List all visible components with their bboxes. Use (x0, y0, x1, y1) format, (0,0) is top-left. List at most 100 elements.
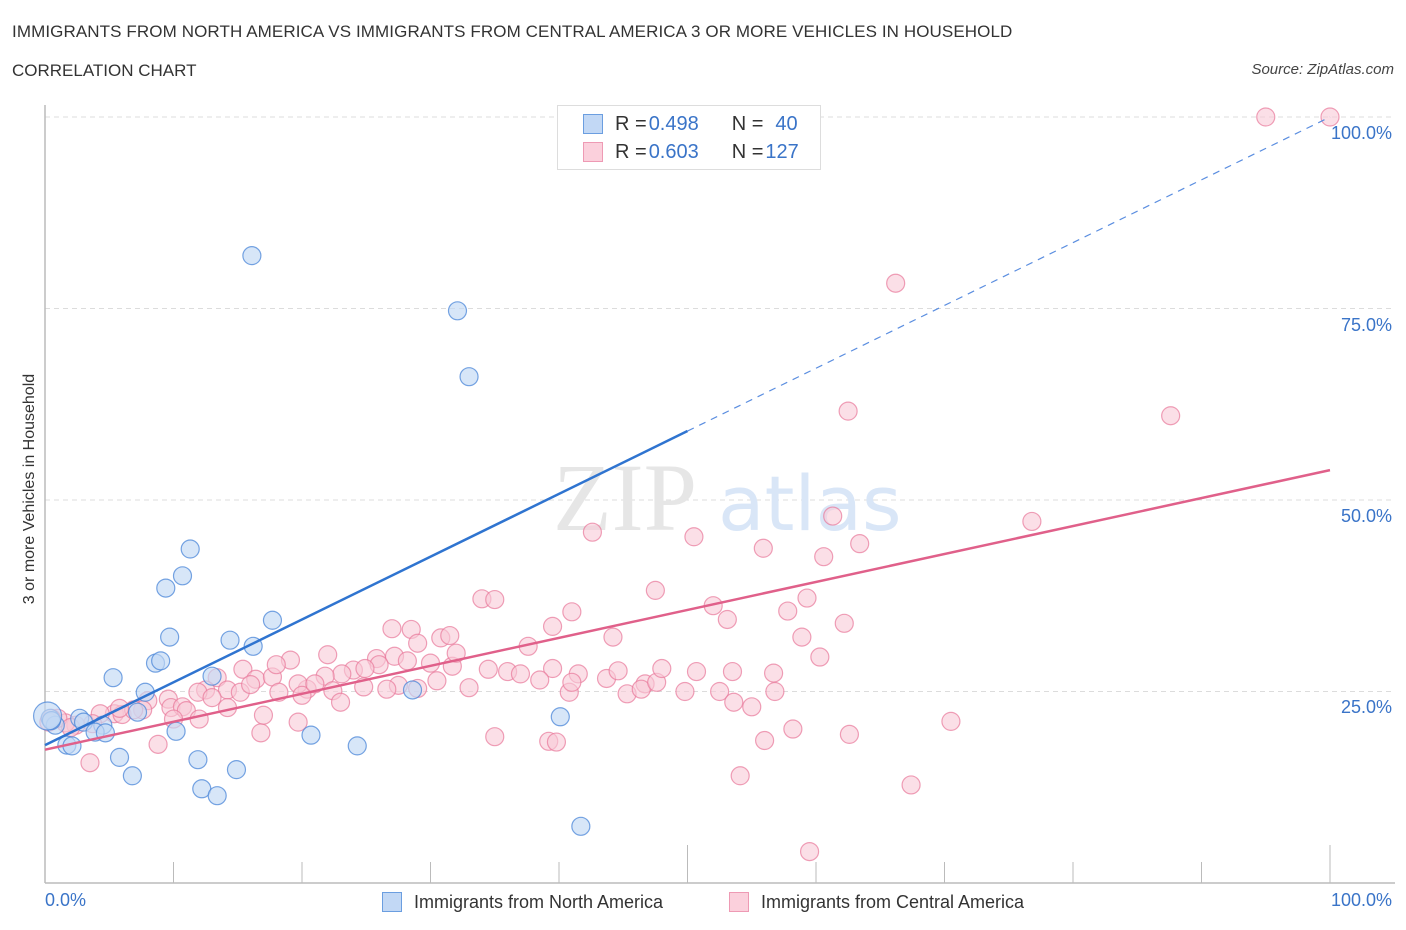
legend-item-north-america[interactable]: Immigrants from North America (382, 890, 663, 914)
data-point-central-america (839, 724, 860, 744)
data-point-north-america (550, 707, 570, 727)
data-point-central-america (427, 671, 447, 691)
data-point-central-america (765, 681, 785, 702)
legend-label-central-america: Immigrants from Central America (761, 891, 1025, 912)
data-point-central-america (382, 619, 402, 639)
data-point-central-america (886, 273, 906, 293)
data-point-central-america (730, 766, 750, 786)
data-point-central-america (850, 534, 870, 554)
watermark-atlas: atlas (718, 459, 902, 548)
data-point-central-america (253, 705, 274, 725)
y-axis-label: 3 or more Vehicles in Household (21, 373, 38, 605)
data-point-north-america (127, 702, 148, 722)
data-point-central-america (446, 643, 466, 663)
data-point-central-america (722, 661, 743, 682)
data-point-central-america (778, 601, 798, 621)
data-point-central-america (686, 661, 707, 682)
data-point-north-america (202, 666, 222, 686)
series-central-america (39, 107, 1340, 862)
data-point-central-america (1256, 107, 1276, 127)
data-point-north-america (122, 766, 142, 786)
data-point-central-america (355, 658, 375, 679)
data-point-central-america (562, 672, 582, 692)
data-point-central-america (582, 522, 603, 542)
r-value: 0.603 (648, 140, 699, 163)
data-point-central-america (799, 841, 820, 862)
data-point-north-america (226, 760, 247, 780)
trend-line-north-america (44, 429, 689, 747)
data-point-central-america (810, 647, 830, 667)
data-point-central-america (330, 692, 351, 712)
x-tick-label-min: 0.0% (45, 890, 87, 910)
y-tick-label-50: 50.0% (1340, 506, 1392, 526)
data-point-central-america (440, 625, 460, 646)
data-point-central-america (318, 645, 338, 665)
stats-legend: R = 0.498 N = 40 R = 0.603 N = 127 (557, 105, 821, 170)
source-label: Source: ZipAtlas.com (1251, 61, 1394, 78)
data-point-central-america (675, 681, 695, 702)
data-point-central-america (510, 664, 531, 684)
x-tick-label-max: 100.0% (1330, 890, 1392, 910)
legend-item-central-america[interactable]: Immigrants from Central America (729, 890, 1024, 914)
data-point-central-america (546, 732, 567, 752)
chart-subtitle: CORRELATION CHART (12, 61, 197, 80)
data-point-north-america (109, 747, 130, 767)
data-point-central-america (608, 661, 628, 681)
data-point-north-america (207, 786, 227, 806)
data-point-central-america (652, 658, 672, 679)
y-tick-label-100: 100.0% (1330, 123, 1392, 143)
data-point-central-america (377, 679, 397, 699)
data-point-north-america (103, 668, 123, 688)
data-point-north-america (32, 701, 63, 731)
data-point-north-america (160, 627, 180, 647)
r-label: R = (615, 140, 647, 163)
data-point-central-america (420, 653, 441, 673)
data-point-north-america (166, 721, 186, 741)
data-point-central-america (202, 688, 222, 708)
data-point-central-america (542, 658, 563, 679)
y-tick-label-75: 75.0% (1340, 315, 1392, 335)
data-point-north-america (172, 566, 193, 586)
data-point-central-america (459, 678, 479, 698)
data-point-central-america (478, 659, 498, 679)
axes (44, 105, 1395, 884)
trend-line-central-america (44, 468, 1331, 751)
data-point-central-america (251, 723, 271, 743)
data-point-central-america (754, 730, 775, 751)
data-point-central-america (485, 589, 505, 610)
data-point-central-america (823, 506, 843, 526)
data-point-central-america (530, 670, 550, 690)
series-north-america (32, 107, 698, 836)
data-point-central-america (710, 681, 730, 702)
data-point-central-america (753, 538, 773, 558)
swatch-north-america (583, 114, 603, 134)
data-point-central-america (542, 616, 563, 636)
data-point-central-america (603, 627, 623, 647)
data-point-central-america (305, 674, 325, 694)
stats-row-north-america: R = 0.498 N = 40 (583, 112, 798, 136)
data-point-north-america (402, 680, 423, 700)
data-point-north-america (347, 736, 367, 756)
data-point-central-america (717, 609, 737, 630)
data-point-central-america (266, 655, 286, 675)
trend-lines (44, 116, 1331, 751)
trend-line-north-america-extension (687, 116, 1331, 432)
r-label: R = (615, 112, 647, 135)
chart-title: IMMIGRANTS FROM NORTH AMERICA VS IMMIGRA… (12, 22, 1013, 41)
data-point-north-america (459, 367, 479, 387)
data-point-central-america (901, 775, 921, 795)
data-point-central-america (838, 401, 858, 421)
stats-row-central-america: R = 0.603 N = 127 (583, 140, 799, 164)
data-point-central-america (684, 527, 704, 547)
data-point-central-america (241, 675, 261, 695)
data-point-central-america (189, 709, 209, 729)
legend-swatch-north-america (382, 892, 402, 912)
data-point-central-america (834, 613, 854, 633)
data-point-central-america (763, 663, 784, 683)
data-point-central-america (485, 727, 505, 747)
data-point-north-america (220, 630, 240, 650)
data-point-central-america (80, 753, 100, 773)
data-point-central-america (742, 697, 762, 717)
watermark-zip: ZIP (553, 444, 697, 551)
